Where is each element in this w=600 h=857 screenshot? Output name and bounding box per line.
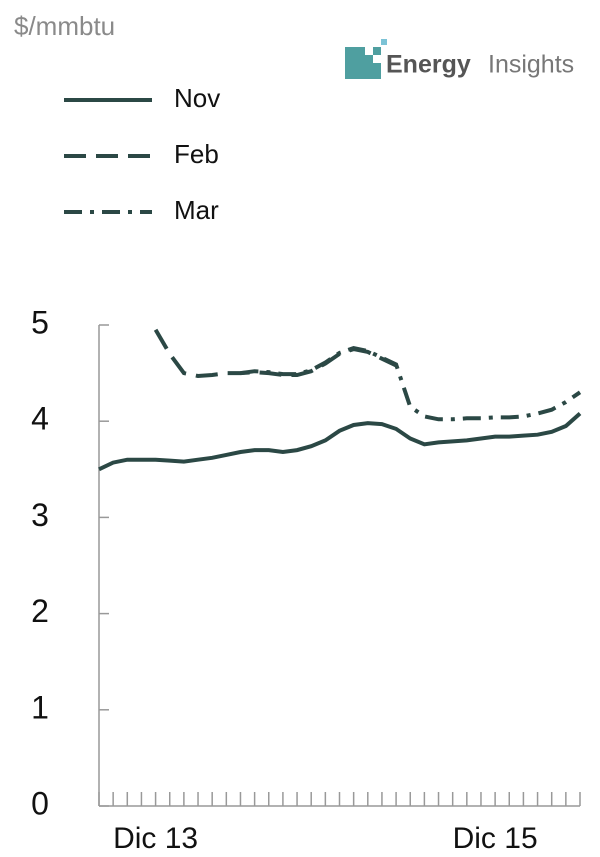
y-tick-label: 0 bbox=[31, 785, 49, 821]
brand-logo: Energy Insights bbox=[345, 39, 574, 79]
legend-label: Mar bbox=[174, 195, 219, 225]
y-tick-label: 5 bbox=[31, 304, 49, 340]
x-tick-label: Dic 15 bbox=[453, 822, 538, 855]
series-line bbox=[98, 412, 582, 472]
logo-icon-cut bbox=[365, 47, 373, 55]
chart-title: $/mmbtu bbox=[14, 11, 115, 41]
y-tick-label: 3 bbox=[31, 497, 49, 533]
legend-label: Nov bbox=[174, 83, 220, 113]
y-tick-label: 1 bbox=[31, 689, 49, 725]
y-tick-label: 2 bbox=[31, 593, 49, 629]
x-tick-label: Dic 13 bbox=[113, 822, 198, 855]
series-line bbox=[240, 346, 582, 422]
legend-label: Feb bbox=[174, 139, 219, 169]
series-line bbox=[153, 328, 397, 379]
logo-icon-cut bbox=[373, 55, 381, 63]
brand-name: Energy bbox=[386, 51, 471, 79]
logo-icon-dot bbox=[381, 39, 387, 45]
brand-suffix: Insights bbox=[488, 51, 574, 79]
y-tick-label: 4 bbox=[31, 401, 49, 437]
